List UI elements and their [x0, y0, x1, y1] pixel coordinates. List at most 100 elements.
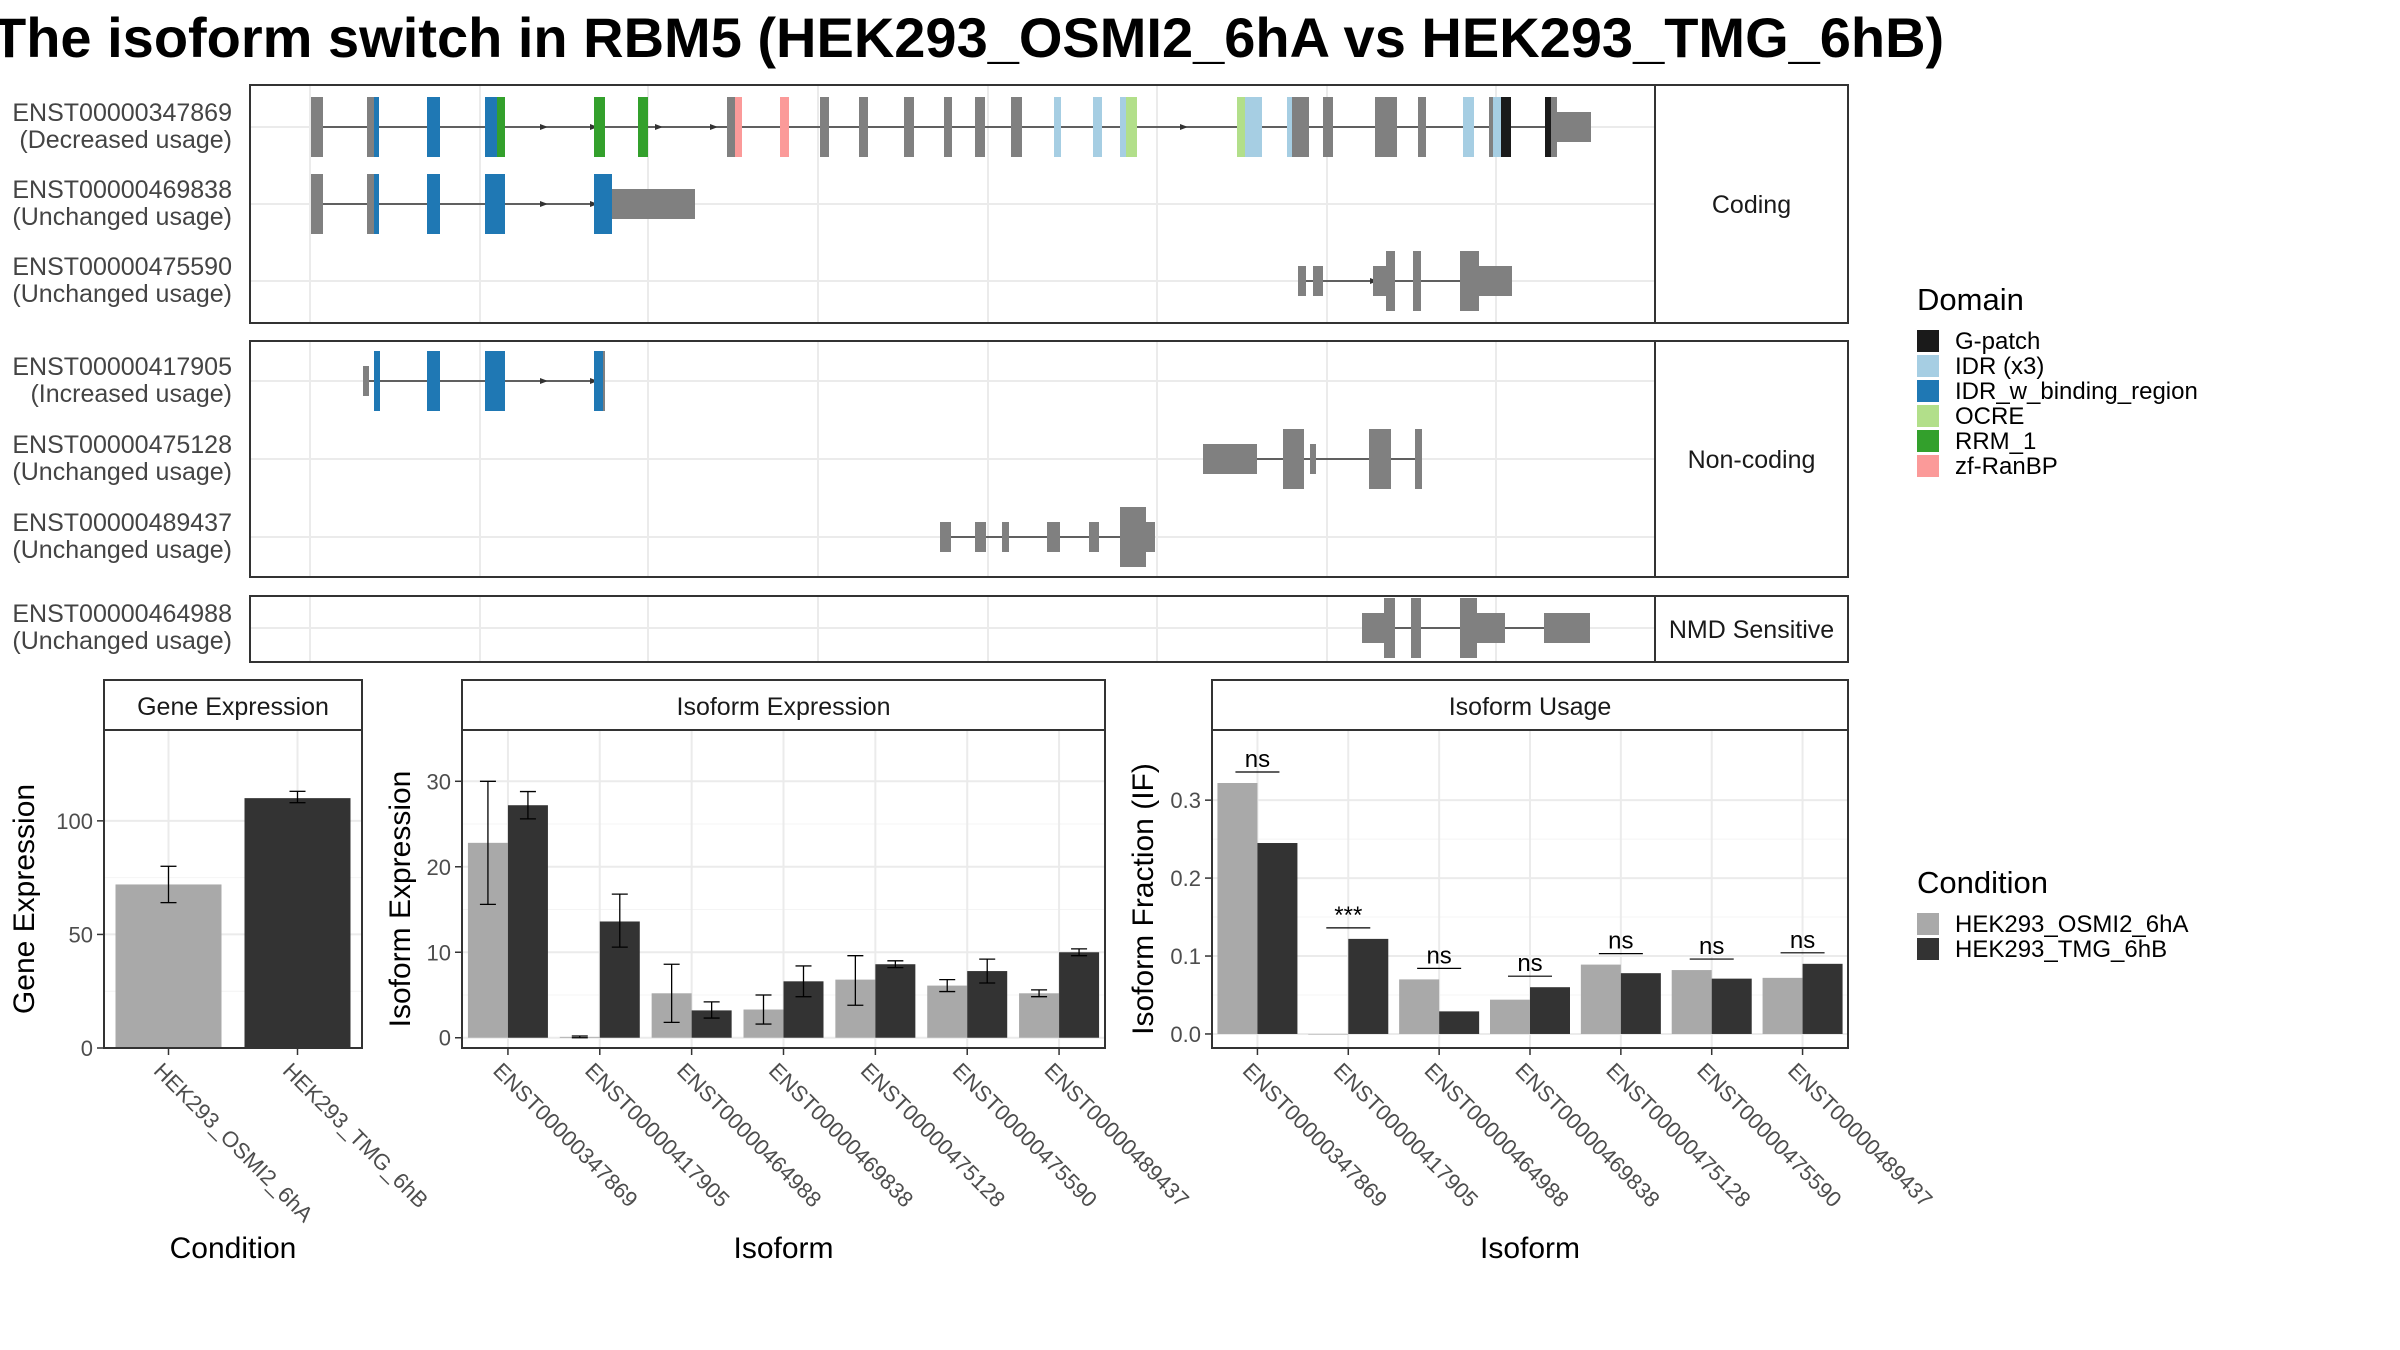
domain-exon	[594, 97, 605, 157]
y-tick-label: 10	[427, 940, 451, 965]
bar	[1580, 964, 1621, 1034]
transcript-track	[363, 351, 605, 411]
exon	[944, 97, 952, 157]
domain-exon	[1493, 97, 1501, 157]
exon	[727, 97, 735, 157]
bar	[1530, 987, 1570, 1034]
facet-strip	[1654, 595, 1849, 663]
domain-exon	[427, 351, 440, 411]
transcript-id: ENST00000475128	[12, 431, 232, 459]
exon	[1089, 522, 1099, 552]
bar	[1308, 1033, 1349, 1035]
bar	[115, 884, 222, 1048]
transcript-usage-label: (Unchanged usage)	[12, 203, 232, 231]
error-bar	[611, 893, 628, 948]
x-tick-label: HEK293_TMG_6hB	[278, 1058, 433, 1213]
bar	[244, 798, 351, 1048]
exon	[1557, 112, 1591, 142]
figure-title: The isoform switch in RBM5 (HEK293_OSMI2…	[0, 6, 1944, 69]
error-bar	[571, 1035, 588, 1039]
exon	[1362, 613, 1384, 643]
exon	[1203, 444, 1257, 474]
transcript-id: ENST00000469838	[12, 176, 232, 204]
direction-arrow	[655, 124, 663, 130]
condition-legend-label: HEK293_OSMI2_6hA	[1955, 911, 2188, 938]
x-axis-title: Isoform	[733, 1232, 833, 1265]
exon	[1551, 97, 1557, 157]
domain-exon	[497, 97, 505, 157]
exon	[1292, 97, 1309, 157]
exon	[1146, 522, 1155, 552]
facet-strip-label: Coding	[1712, 191, 1791, 219]
error-bar	[1071, 948, 1088, 957]
domain-exon	[1545, 97, 1551, 157]
error-bar	[979, 958, 996, 984]
y-axis-title: Isoform Expression	[384, 771, 417, 1028]
error-bar	[663, 963, 680, 1024]
domain-exon	[374, 174, 379, 234]
bar	[1348, 938, 1389, 1034]
exon	[1373, 266, 1386, 296]
domain-legend-label: OCRE	[1955, 403, 2024, 430]
bar	[875, 964, 916, 1038]
bar-panel: Isoform Expression0102030ENST00000347869…	[384, 679, 1194, 1265]
bar-panel-strip	[461, 679, 1106, 731]
exon	[1479, 266, 1512, 296]
significance-label: ns	[1790, 927, 1815, 954]
error-bar	[289, 790, 306, 804]
error-bar	[1031, 989, 1048, 998]
direction-arrow	[540, 378, 548, 384]
exon	[859, 97, 868, 157]
domain-legend-swatch	[1917, 430, 1939, 452]
y-tick-label: 20	[427, 855, 451, 880]
bar-panel-strip	[103, 679, 363, 731]
domain-legend-label: IDR_w_binding_region	[1955, 378, 2198, 405]
exon	[975, 522, 986, 552]
bar-panel-title: Isoform Usage	[1449, 693, 1612, 721]
exon	[1313, 266, 1323, 296]
significance-label: ns	[1245, 746, 1270, 773]
bar	[1762, 977, 1803, 1034]
facet-strip-label: Non-coding	[1688, 446, 1816, 474]
condition-legend-swatch	[1917, 938, 1939, 960]
bar-panel-title: Isoform Expression	[677, 693, 891, 721]
error-bar	[755, 994, 772, 1025]
exon	[603, 351, 605, 411]
transcript-usage-label: (Decreased usage)	[19, 126, 232, 154]
transcript-track	[311, 174, 695, 234]
domain-exon	[374, 97, 379, 157]
bar-panel: Gene Expression050100HEK293_OSMI2_6hAHEK…	[8, 679, 433, 1265]
exon	[1120, 507, 1146, 567]
y-axis-title: Gene Expression	[8, 784, 41, 1014]
transcript-id: ENST00000464988	[12, 600, 232, 628]
direction-arrow	[710, 124, 718, 130]
bar	[1671, 970, 1712, 1034]
exon	[975, 97, 985, 157]
y-tick-label: 0	[439, 1026, 451, 1051]
direction-arrow	[540, 124, 548, 130]
transcript-id: ENST00000417905	[12, 353, 232, 381]
domain-exon	[735, 97, 742, 157]
bar	[1257, 843, 1298, 1034]
domain-exon	[374, 351, 380, 411]
y-tick-label: 30	[427, 769, 451, 794]
exon	[1375, 97, 1397, 157]
direction-arrow	[1180, 124, 1188, 130]
y-tick-label: 0	[81, 1036, 93, 1061]
domain-legend-title: Domain	[1917, 282, 2024, 317]
bar-panel-title: Gene Expression	[137, 693, 329, 721]
domain-exon	[1463, 97, 1474, 157]
direction-arrow	[540, 201, 548, 207]
x-axis-title: Condition	[170, 1232, 297, 1265]
transcript-structure-panel: ENST00000347869(Decreased usage) ENST0000…	[12, 84, 1849, 663]
error-bar	[795, 965, 812, 998]
condition-legend-swatch	[1917, 913, 1939, 935]
exon	[363, 366, 369, 396]
error-bar	[939, 978, 956, 993]
exon	[1460, 251, 1479, 311]
bar-panels: Gene Expression050100HEK293_OSMI2_6hAHEK…	[8, 679, 1937, 1265]
transcript-id: ENST00000347869	[12, 99, 232, 127]
exon	[367, 174, 374, 234]
y-tick-label: 0.1	[1170, 944, 1201, 969]
transcript-track	[1362, 598, 1590, 658]
